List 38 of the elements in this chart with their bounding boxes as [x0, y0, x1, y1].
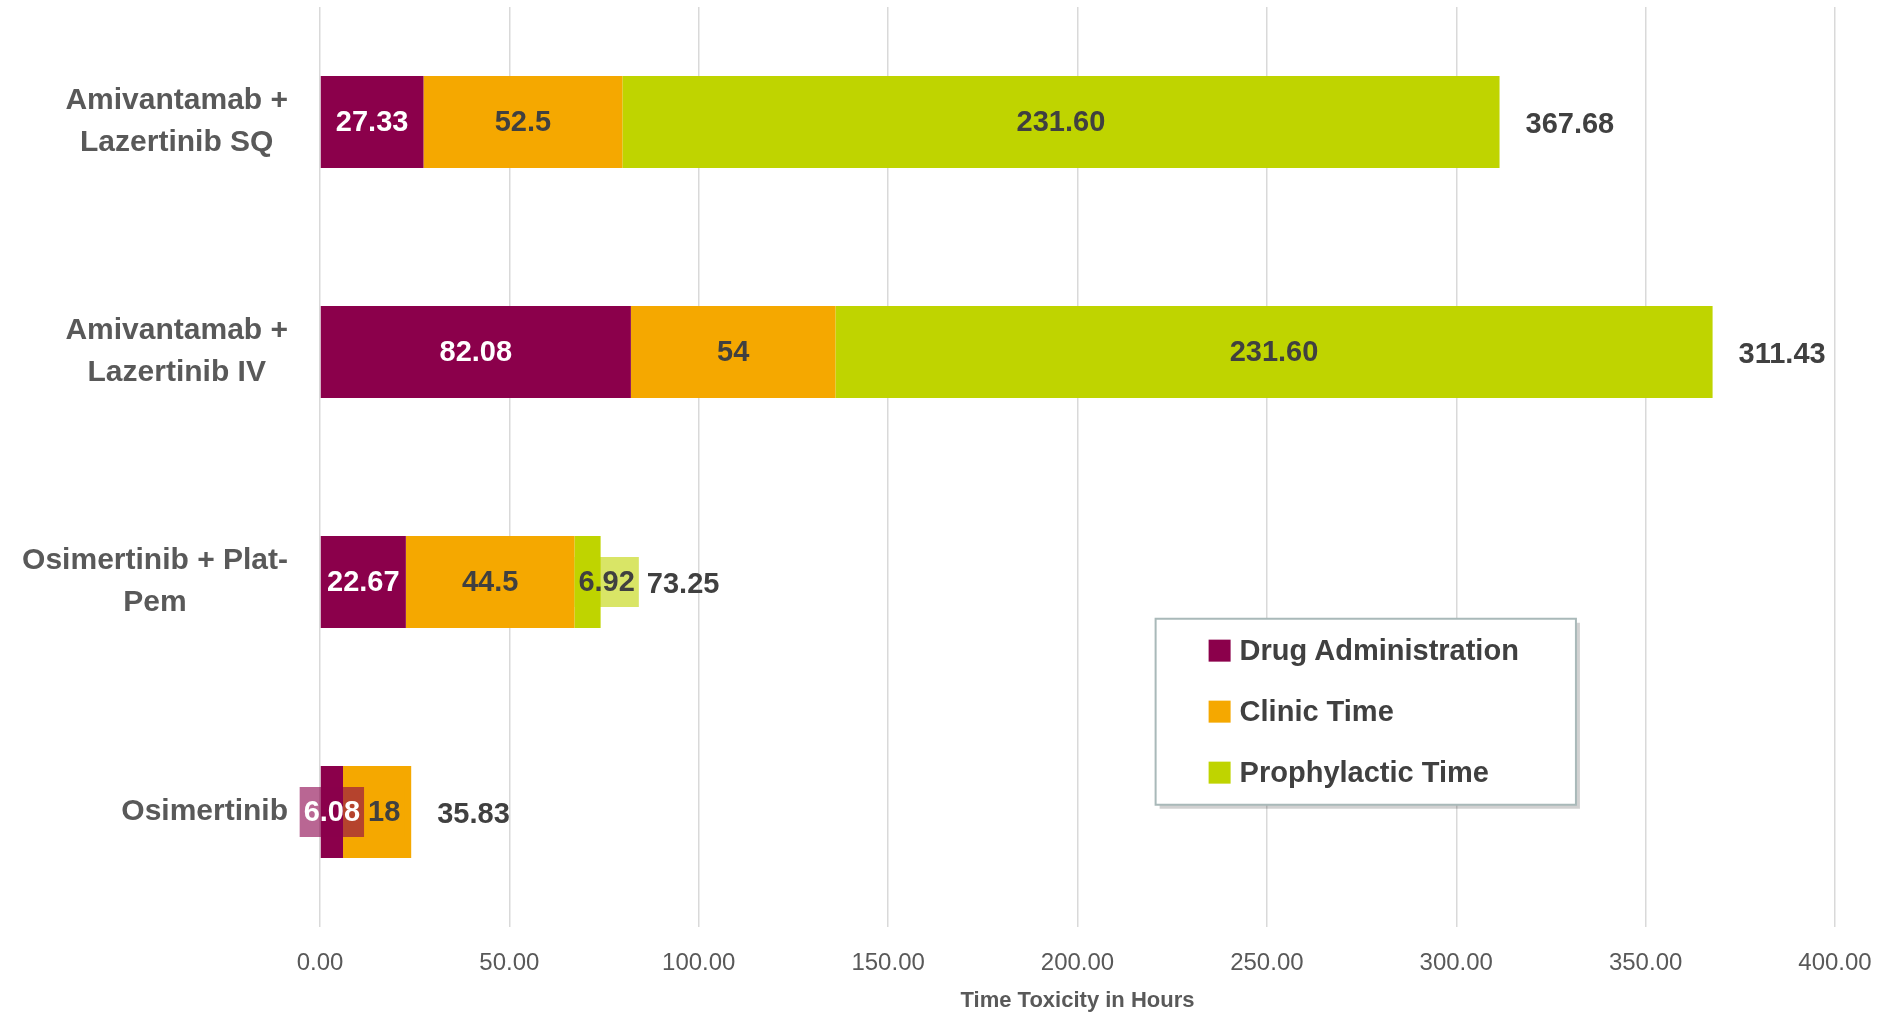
data-label: 231.60: [1016, 105, 1106, 137]
data-label: 52.5: [494, 105, 552, 137]
y-tick-label: Osimertinib + Plat-Pem: [22, 542, 288, 618]
legend-label: Prophylactic Time: [1239, 755, 1489, 788]
x-axis-title: Time Toxicity in Hours: [960, 986, 1195, 1012]
x-tick-label: 100.00: [662, 948, 736, 976]
x-tick-label: 250.00: [1230, 948, 1304, 976]
bar: [423, 76, 623, 168]
data-label: 82.08: [439, 335, 513, 367]
bar: [622, 76, 1500, 168]
data-label: 22.67: [327, 565, 400, 597]
bar: [835, 306, 1713, 398]
x-tick-label: 200.00: [1040, 948, 1115, 976]
legend-label: Drug Administration: [1239, 633, 1519, 666]
annotation: 367.68: [1525, 107, 1615, 139]
bar: [630, 306, 836, 398]
data-label: 6.08: [303, 795, 361, 827]
data-label: 54: [717, 335, 750, 367]
data-label: 18: [368, 795, 401, 827]
y-tick-label: Osimertinib: [121, 793, 288, 827]
x-tick-label: 150.00: [851, 948, 925, 976]
annotation: 311.43: [1738, 337, 1826, 369]
annotation: 73.25: [646, 567, 720, 599]
x-tick-label: 50.00: [479, 948, 540, 976]
bar: [320, 536, 406, 628]
data-label: 27.33: [335, 105, 409, 137]
y-tick-label: Amivantamab + Lazertinib IV: [65, 312, 289, 388]
data-label: 231.60: [1229, 335, 1319, 367]
y-tick-label: Amivantamab + Lazertinib SQ: [65, 82, 289, 158]
legend-label: Clinic Time: [1239, 694, 1394, 727]
x-tick-label: 0.00: [296, 948, 344, 976]
annotation: 35.83: [437, 797, 510, 829]
x-tick-label: 400.00: [1798, 948, 1872, 976]
x-tick-label: 300.00: [1419, 948, 1493, 976]
x-tick-label: 350.00: [1608, 948, 1683, 976]
bar: [320, 306, 631, 398]
bar: [320, 76, 424, 168]
data-label: 44.5: [461, 565, 519, 597]
